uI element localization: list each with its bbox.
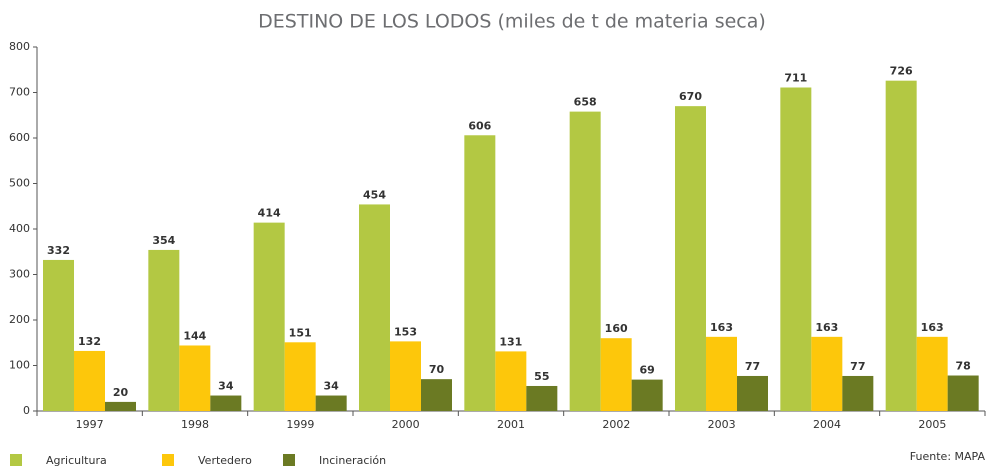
value-label: 151 [289,326,312,339]
legend-swatch [10,454,22,466]
value-label: 414 [258,207,281,220]
bar [315,395,347,411]
value-label: 131 [499,335,522,348]
y-tick-label: 500 [9,177,30,190]
bar [421,379,452,411]
bar [780,87,812,412]
value-label: 20 [113,386,129,399]
value-label: 78 [956,360,971,373]
bar [811,336,843,411]
value-label: 454 [363,188,386,201]
source: Fuente: MAPA [910,450,986,463]
bar [842,375,874,411]
value-label: 34 [218,380,234,393]
value-label: 163 [710,321,733,334]
value-label: 354 [152,234,175,247]
bar [526,385,558,411]
y-tick-label: 800 [9,40,30,53]
bar [43,259,74,411]
value-label: 77 [745,360,760,373]
bar [210,395,242,411]
bar [737,375,768,411]
x-tick-label: 2003 [708,418,736,431]
legend-label: Incineración [319,454,386,467]
x-tick-label: 2005 [918,418,946,431]
x-tick-label: 2000 [392,418,420,431]
value-label: 163 [815,321,838,334]
value-label: 153 [394,325,417,338]
x-tick-label: 1998 [181,418,209,431]
value-label: 163 [921,321,944,334]
bar [359,204,390,411]
value-label: 70 [429,363,445,376]
y-tick-label: 200 [9,313,30,326]
value-label: 55 [534,370,549,383]
bar [390,341,421,411]
legend-label: Vertedero [198,454,252,467]
value-label: 711 [784,71,807,84]
bar [253,222,285,411]
bar [464,135,496,411]
value-label: 77 [850,360,865,373]
y-tick-label: 100 [9,359,30,372]
x-tick-label: 2004 [813,418,841,431]
bar [74,350,105,411]
bar [916,336,948,411]
value-label: 34 [324,380,340,393]
value-label: 69 [640,364,655,377]
bar [706,336,737,411]
value-label: 144 [183,329,206,342]
x-tick-label: 1999 [286,418,314,431]
value-label: 332 [47,244,70,257]
value-label: 606 [468,119,491,132]
bar [569,111,601,412]
y-tick-label: 0 [23,404,30,417]
value-label: 670 [679,90,702,103]
x-tick-label: 2001 [497,418,525,431]
bar [947,375,979,411]
y-tick-label: 400 [9,222,30,235]
legend-swatch [283,454,295,466]
legend-swatch [162,454,174,466]
value-label: 160 [605,322,628,335]
bar [495,351,527,411]
bar [675,106,706,412]
y-tick-label: 300 [9,268,30,281]
value-label: 132 [78,335,101,348]
x-tick-label: 1997 [76,418,104,431]
value-label: 726 [890,65,913,78]
bar [600,338,632,411]
y-tick-label: 700 [9,86,30,99]
bar [148,249,180,411]
x-tick-label: 2002 [602,418,630,431]
bar [885,80,917,412]
legend-label: Agricultura [46,454,107,467]
bar [284,342,316,411]
chart-title: DESTINO DE LOS LODOS (miles de t de mate… [258,11,766,33]
value-label: 658 [574,96,597,109]
y-tick-label: 600 [9,131,30,144]
bar [105,401,136,411]
bar [179,345,211,411]
bar [631,379,663,411]
